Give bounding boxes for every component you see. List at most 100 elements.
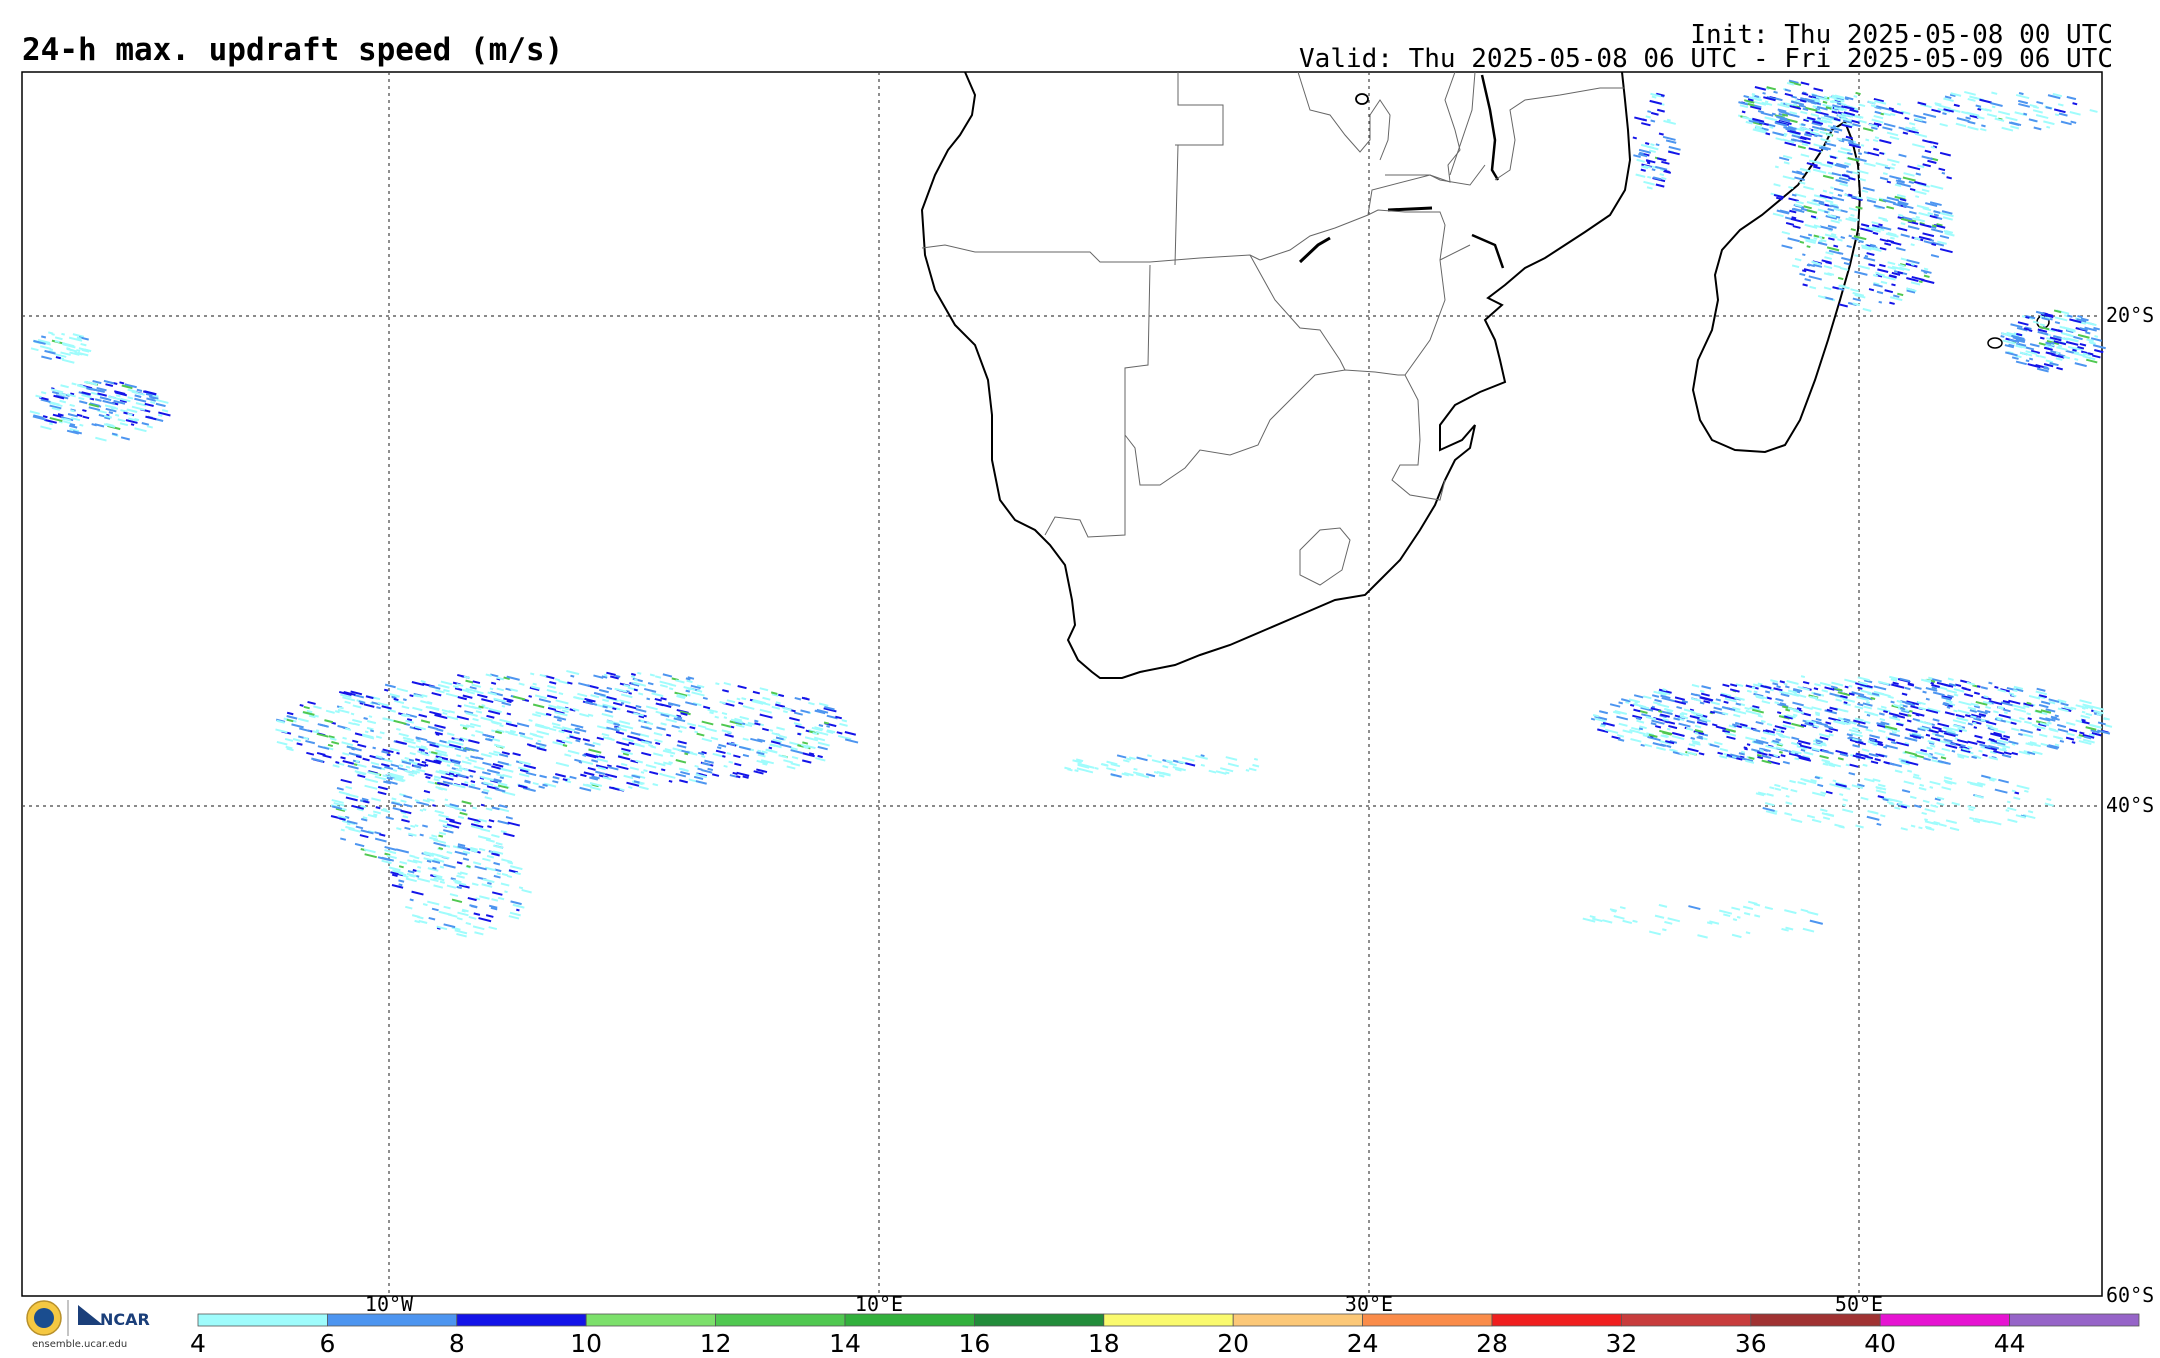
map-title: 24-h max. updraft speed (m/s)	[22, 32, 564, 68]
updraft-cell	[1845, 763, 1850, 767]
updraft-cell	[344, 727, 352, 731]
updraft-cell	[470, 783, 476, 787]
updraft-cell	[39, 345, 52, 350]
updraft-cell	[471, 705, 482, 711]
updraft-cell	[589, 782, 603, 787]
updraft-cell	[1856, 169, 1869, 175]
updraft-cell	[1902, 204, 1914, 210]
updraft-cell	[1200, 763, 1205, 767]
updraft-cell	[404, 756, 409, 760]
updraft-cell	[1743, 746, 1748, 750]
updraft-cell	[1755, 694, 1768, 700]
updraft-cell	[685, 677, 691, 681]
updraft-cell	[1971, 755, 1978, 759]
updraft-cell	[1904, 736, 1918, 742]
updraft-cell	[1843, 261, 1850, 266]
updraft-cell	[2086, 338, 2094, 343]
updraft-cell	[1800, 777, 1810, 783]
updraft-cell	[1811, 791, 1826, 797]
updraft-cell	[633, 780, 640, 784]
updraft-cell	[641, 740, 650, 745]
updraft-cell	[134, 394, 142, 398]
updraft-cell	[1833, 207, 1841, 212]
updraft-cell	[1798, 104, 1806, 108]
updraft-cell	[1906, 259, 1920, 265]
updraft-cell	[443, 688, 450, 693]
updraft-cell	[472, 717, 479, 722]
updraft-cell	[1875, 206, 1881, 210]
updraft-cell	[1720, 693, 1728, 698]
updraft-cell	[78, 347, 88, 352]
updraft-cell	[1922, 232, 1935, 238]
updraft-cell	[635, 759, 644, 764]
updraft-cell	[1974, 734, 1983, 739]
colorbar-tick-label: 12	[699, 1329, 732, 1358]
updraft-cell	[680, 767, 685, 771]
updraft-cell	[1810, 215, 1817, 219]
updraft-cell	[1831, 110, 1838, 114]
updraft-cell	[1679, 715, 1687, 720]
updraft-cell	[608, 766, 619, 771]
updraft-cell	[391, 797, 397, 801]
updraft-cell	[1838, 176, 1850, 182]
updraft-cell	[151, 394, 159, 398]
updraft-cell	[421, 694, 428, 698]
updraft-cell	[728, 760, 734, 764]
updraft-cell	[1994, 728, 2006, 734]
updraft-cell	[2005, 116, 2018, 122]
updraft-cell	[1791, 722, 1805, 728]
updraft-cell	[622, 737, 634, 743]
updraft-cell	[802, 741, 809, 745]
updraft-cell	[696, 732, 705, 737]
updraft-cell	[111, 432, 118, 436]
updraft-cell	[1960, 745, 1970, 750]
updraft-cell	[2050, 341, 2055, 345]
updraft-cell	[374, 837, 387, 843]
updraft-cell	[424, 772, 433, 777]
updraft-cell	[1849, 763, 1859, 768]
updraft-cell	[1815, 107, 1821, 111]
updraft-cell	[1773, 193, 1784, 199]
updraft-cell	[356, 807, 364, 812]
updraft-cell	[1825, 106, 1832, 110]
updraft-cell	[1864, 254, 1869, 258]
updraft-cell	[296, 742, 303, 746]
updraft-cell	[1819, 194, 1833, 200]
updraft-cell	[365, 777, 379, 784]
updraft-cell	[312, 730, 319, 734]
updraft-cell	[1618, 722, 1628, 727]
updraft-cell	[1897, 201, 1908, 207]
updraft-cell	[66, 347, 75, 352]
updraft-cell	[313, 705, 319, 709]
updraft-cell	[2037, 330, 2049, 336]
updraft-cell	[411, 890, 424, 896]
updraft-cell	[2019, 717, 2025, 721]
updraft-cell	[414, 919, 421, 924]
updraft-cell	[1904, 116, 1910, 120]
updraft-cell	[619, 699, 631, 705]
updraft-cell	[679, 725, 687, 730]
updraft-cell	[1651, 694, 1660, 698]
updraft-cell	[1931, 242, 1937, 247]
updraft-cell	[645, 705, 658, 711]
updraft-cell	[793, 711, 803, 716]
updraft-cell	[2025, 315, 2030, 319]
updraft-cell	[1820, 145, 1831, 151]
updraft-cell	[342, 752, 350, 756]
updraft-cell	[595, 753, 600, 757]
updraft-cell	[1792, 138, 1802, 143]
updraft-cell	[534, 694, 547, 700]
updraft-cell	[1878, 692, 1891, 698]
updraft-cell	[387, 772, 393, 776]
updraft-cell	[694, 764, 699, 768]
updraft-cell	[610, 675, 619, 680]
small-lake	[1355, 93, 1369, 105]
updraft-cell	[1245, 769, 1250, 772]
updraft-cell	[1824, 203, 1830, 207]
updraft-cell	[668, 702, 674, 706]
updraft-cell	[606, 736, 613, 740]
updraft-cell	[359, 834, 369, 839]
updraft-cell	[714, 710, 718, 714]
updraft-cell	[485, 673, 492, 677]
updraft-cell	[1848, 143, 1862, 149]
